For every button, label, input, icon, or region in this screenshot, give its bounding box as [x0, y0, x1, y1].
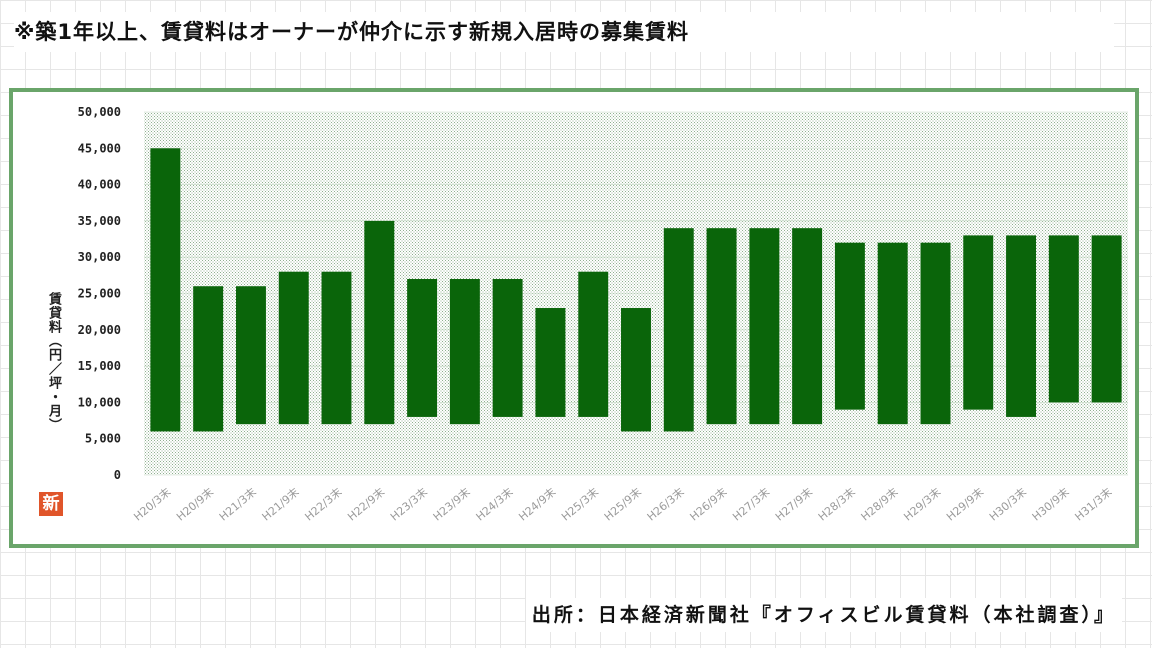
y-tick-label: 25,000 — [78, 287, 121, 301]
y-tick-label: 35,000 — [78, 214, 121, 228]
bars — [150, 148, 1122, 432]
x-tick-label: H25/9末 — [601, 485, 644, 524]
x-tick-label: H29/9末 — [943, 485, 986, 524]
x-tick-label: H26/9末 — [687, 485, 730, 524]
x-tick-label: H21/9末 — [259, 485, 302, 524]
x-tick-label: H24/9末 — [516, 485, 559, 524]
x-tick-label: H28/9末 — [858, 485, 901, 524]
x-tick-label: H20/9末 — [173, 485, 216, 524]
bar — [792, 228, 823, 425]
y-axis-label: 賃貸料（円／坪・月） — [46, 292, 61, 432]
x-tick-label: H27/3末 — [730, 485, 773, 524]
x-tick-label: H31/3末 — [1072, 485, 1115, 524]
y-axis: 0 5,000 10,000 15,000 20,000 25,000 30,000 35,0… — [78, 105, 121, 482]
x-tick-label: H22/9末 — [345, 485, 388, 524]
bar — [1048, 235, 1079, 403]
chart-svg: 0 5,000 10,000 15,000 20,000 25,000 30,000 35,0… — [78, 105, 1128, 524]
source-citation: 出所：日本経済新聞社『オフィスビル賃貸料（本社調査）』 — [525, 598, 1122, 632]
bar — [535, 308, 566, 417]
bar — [364, 220, 395, 425]
x-tick-label: H23/3末 — [387, 485, 430, 524]
x-tick-label: H26/3末 — [644, 485, 687, 524]
y-tick-label: 30,000 — [78, 250, 121, 264]
bar — [235, 286, 266, 425]
bar — [321, 271, 352, 425]
bar — [663, 228, 694, 432]
y-tick-label: 15,000 — [78, 359, 121, 373]
x-tick-label: H29/3末 — [901, 485, 944, 524]
chart-note: ※築1年以上、賃貸料はオーナーが仲介に示す新規入居時の募集賃料 — [14, 12, 1114, 52]
x-tick-label: H28/3末 — [815, 485, 858, 524]
bar — [1006, 235, 1037, 417]
bar — [749, 228, 780, 425]
y-tick-label: 40,000 — [78, 178, 121, 192]
bar — [877, 242, 908, 425]
bar — [621, 308, 651, 432]
bar — [963, 235, 994, 410]
bar — [278, 271, 309, 425]
bar — [492, 278, 523, 417]
y-tick-label: 0 — [114, 468, 121, 482]
bar — [193, 286, 224, 432]
x-tick-label: H24/3末 — [473, 485, 516, 524]
y-tick-label: 20,000 — [78, 323, 121, 337]
x-axis: H20/3末 H20/9末 H21/3末 H21/9末 H22/3末 H22/9末 H23/… — [131, 485, 1115, 524]
y-tick-label: 5,000 — [85, 432, 121, 446]
x-tick-label: H30/3末 — [986, 485, 1029, 524]
x-tick-label: H25/3末 — [558, 485, 601, 524]
nikkei-logo-badge: 新 — [39, 492, 63, 516]
bar — [706, 228, 737, 425]
x-tick-label: H23/9末 — [430, 485, 473, 524]
bar — [449, 278, 480, 425]
bar — [834, 242, 865, 410]
x-tick-label: H30/9末 — [1029, 485, 1072, 524]
y-tick-label: 50,000 — [78, 105, 121, 119]
bar — [578, 271, 609, 417]
bar — [920, 242, 951, 425]
x-tick-label: H21/3末 — [216, 485, 259, 524]
x-tick-label: H27/9末 — [772, 485, 815, 524]
bar — [407, 278, 438, 417]
x-tick-label: H20/3末 — [131, 485, 174, 524]
y-tick-label: 10,000 — [78, 395, 121, 409]
x-tick-label: H22/3末 — [302, 485, 345, 524]
bar — [1091, 235, 1122, 403]
bar — [150, 148, 181, 432]
y-tick-label: 45,000 — [78, 141, 121, 155]
chart-frame: 0 5,000 10,000 15,000 20,000 25,000 30,000 35,0… — [9, 88, 1139, 548]
